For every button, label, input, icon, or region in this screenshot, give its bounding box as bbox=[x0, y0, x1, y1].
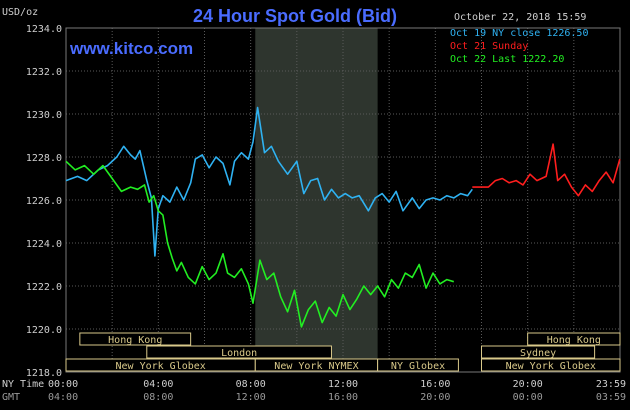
market-session-label: NY Globex bbox=[391, 361, 445, 372]
market-session-box bbox=[481, 358, 621, 372]
x-tick-gmt: 04:00 bbox=[48, 392, 78, 403]
market-session-box bbox=[377, 358, 459, 372]
market-session-box bbox=[481, 345, 596, 359]
y-tick-label: 1224.0 bbox=[26, 239, 62, 250]
market-session-box bbox=[79, 332, 192, 346]
market-session-label: New York Globex bbox=[115, 361, 205, 372]
y-tick-label: 1228.0 bbox=[26, 153, 62, 164]
chart-title: 24 Hour Spot Gold (Bid) bbox=[193, 6, 397, 26]
market-session-label: Hong Kong bbox=[547, 335, 601, 346]
x-tick-gmt: 00:00 bbox=[513, 392, 543, 403]
x-tick-ny: 23:59 bbox=[596, 379, 626, 390]
ny-time-label: NY Time bbox=[2, 379, 44, 390]
x-tick-ny: 04:00 bbox=[143, 379, 173, 390]
x-tick-gmt: 16:00 bbox=[328, 392, 358, 403]
market-session-box bbox=[527, 332, 621, 346]
x-tick-ny: 12:00 bbox=[328, 379, 358, 390]
legend: Oct 19 NY close 1226.50 Oct 21 Sunday Oc… bbox=[450, 28, 588, 65]
market-session-label: London bbox=[221, 348, 257, 359]
x-tick-gmt: 03:59 bbox=[596, 392, 626, 403]
x-tick-gmt: 08:00 bbox=[143, 392, 173, 403]
market-session-label: Sydney bbox=[520, 348, 556, 359]
legend-oct22: Oct 22 Last 1222.20 bbox=[450, 54, 564, 65]
legend-oct19: Oct 19 NY close 1226.50 bbox=[450, 28, 588, 39]
x-tick-ny: 08:00 bbox=[236, 379, 266, 390]
y-tick-label: 1232.0 bbox=[26, 67, 62, 78]
market-session-label: New York NYMEX bbox=[274, 361, 358, 372]
market-session-box bbox=[146, 345, 332, 359]
x-tick-gmt: 12:00 bbox=[236, 392, 266, 403]
unit-label: USD/oz bbox=[2, 7, 38, 18]
y-tick-label: 1218.0 bbox=[26, 368, 62, 379]
market-session-label: Hong Kong bbox=[108, 335, 162, 346]
market-session-label: New York Globex bbox=[506, 361, 596, 372]
timestamp: October 22, 2018 15:59 bbox=[454, 12, 586, 23]
series-line-oct19 bbox=[65, 106, 473, 257]
y-tick-label: 1220.0 bbox=[26, 325, 62, 336]
site-link[interactable]: www.kitco.com bbox=[69, 39, 193, 58]
plot-frame bbox=[65, 27, 621, 373]
y-tick-label: 1234.0 bbox=[26, 24, 62, 35]
y-tick-label: 1222.0 bbox=[26, 282, 62, 293]
x-tick-ny: 00:00 bbox=[48, 379, 78, 390]
x-tick-ny: 16:00 bbox=[420, 379, 450, 390]
x-tick-gmt: 20:00 bbox=[420, 392, 450, 403]
gmt-label: GMT bbox=[2, 392, 20, 403]
series-line-oct22 bbox=[65, 160, 455, 328]
x-tick-ny: 20:00 bbox=[513, 379, 543, 390]
legend-oct21: Oct 21 Sunday bbox=[450, 41, 528, 52]
series-line-oct21 bbox=[472, 143, 621, 197]
y-tick-label: 1226.0 bbox=[26, 196, 62, 207]
y-tick-label: 1230.0 bbox=[26, 110, 62, 121]
